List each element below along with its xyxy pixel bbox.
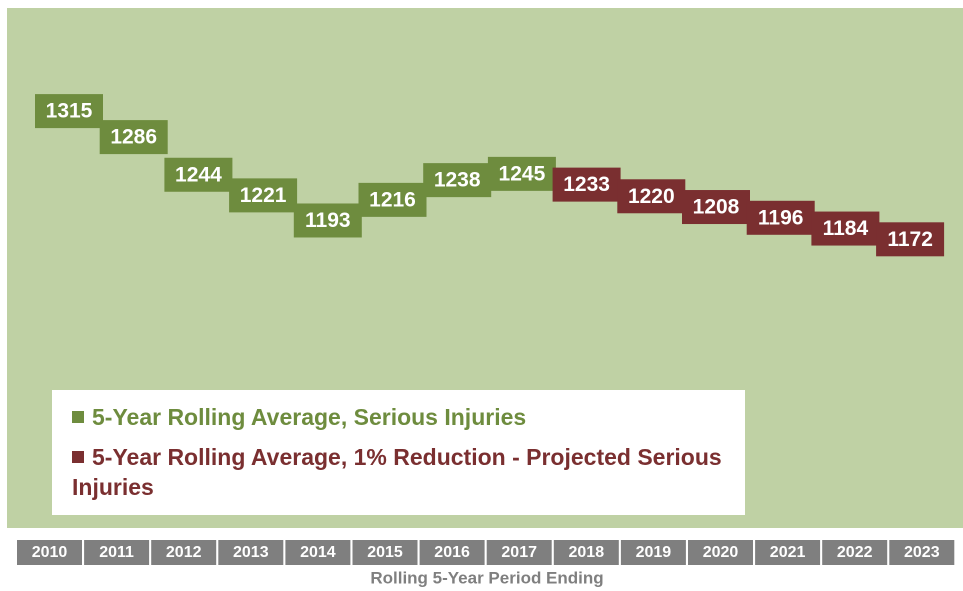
value-box <box>35 94 103 129</box>
value-box <box>876 222 945 257</box>
legend-label: 5-Year Rolling Average, Serious Injuries <box>92 404 527 430</box>
value-box <box>423 163 492 198</box>
x-tick-box <box>822 540 888 565</box>
legend: 5-Year Rolling Average, Serious Injuries… <box>52 390 745 515</box>
value-box <box>487 156 556 191</box>
x-tick-label: 2016 <box>434 544 470 561</box>
legend-label: 5-Year Rolling Average, 1% Reduction - P… <box>72 444 722 500</box>
value-box <box>811 211 880 246</box>
value-box <box>358 182 427 217</box>
x-tick-box <box>17 540 82 565</box>
x-tick-label: 2014 <box>300 544 336 561</box>
x-tick-box <box>151 540 217 565</box>
data-label: 1238 <box>434 169 481 192</box>
x-tick-label: 2013 <box>233 544 269 561</box>
value-box <box>746 200 815 235</box>
x-tick-box <box>889 540 955 565</box>
data-label: 1315 <box>46 100 93 123</box>
x-tick-box <box>285 540 351 565</box>
x-tick-label: 2019 <box>636 544 672 561</box>
data-label: 1245 <box>499 162 546 185</box>
legend-entry: 5-Year Rolling Average, Serious Injuries <box>72 402 725 432</box>
x-tick-box <box>553 540 619 565</box>
legend-marker <box>72 451 84 463</box>
x-tick-label: 2017 <box>501 544 537 561</box>
x-tick-box <box>352 540 418 565</box>
x-tick-label: 2022 <box>837 544 873 561</box>
value-box <box>552 167 621 202</box>
data-label: 1196 <box>758 206 804 229</box>
data-label: 1220 <box>628 185 675 208</box>
x-tick-label: 2021 <box>770 544 806 561</box>
value-box <box>617 179 686 214</box>
data-label: 1208 <box>693 196 740 219</box>
data-label: 1216 <box>369 188 416 211</box>
data-label: 1172 <box>887 228 933 251</box>
x-tick-label: 2010 <box>32 544 68 561</box>
x-tick-label: 2015 <box>367 544 403 561</box>
x-tick-box <box>620 540 686 565</box>
x-tick-label: 2012 <box>166 544 202 561</box>
x-tick-label: 2011 <box>99 544 134 561</box>
x-tick-box <box>755 540 821 565</box>
value-box <box>229 178 298 213</box>
x-tick-box <box>419 540 485 565</box>
data-label: 1233 <box>563 173 610 196</box>
data-label: 1221 <box>240 184 287 207</box>
x-tick-box <box>84 540 150 565</box>
value-box <box>293 203 362 238</box>
x-tick-box <box>688 540 753 565</box>
x-tick-label: 2020 <box>703 544 739 561</box>
data-label: 1193 <box>305 209 351 232</box>
value-box <box>682 190 750 225</box>
value-box <box>99 120 168 155</box>
data-label: 1244 <box>175 163 222 186</box>
legend-marker <box>72 411 84 423</box>
data-label: 1184 <box>823 217 869 240</box>
x-tick-label: 2023 <box>904 544 940 561</box>
legend-entry: 5-Year Rolling Average, 1% Reduction - P… <box>72 442 725 502</box>
x-tick-box <box>218 540 284 565</box>
data-label: 1286 <box>110 126 157 149</box>
x-tick-label: 2018 <box>569 544 605 561</box>
x-tick-box <box>486 540 552 565</box>
x-axis-title: Rolling 5-Year Period Ending <box>370 568 603 587</box>
value-box <box>164 157 233 192</box>
